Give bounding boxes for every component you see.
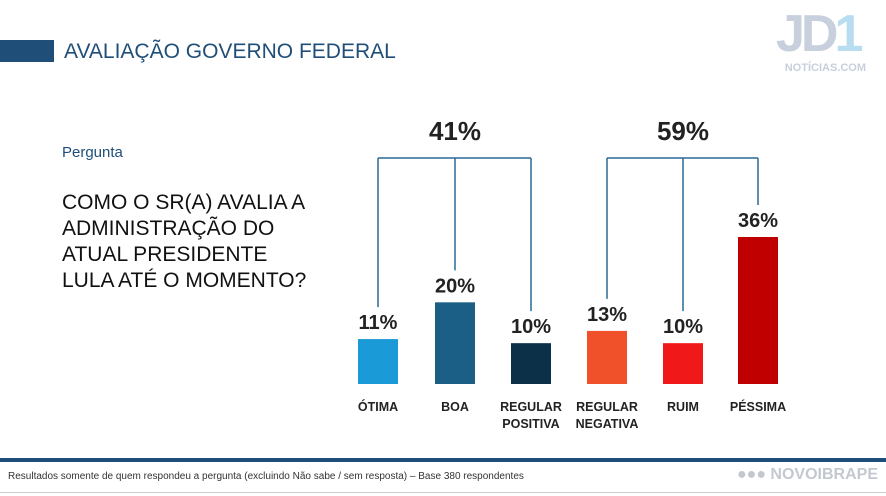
- category-label: ÓTIMA: [358, 399, 398, 414]
- bar: [663, 343, 703, 384]
- group-total-label: 41%: [429, 116, 481, 146]
- footer-note: Resultados somente de quem respondeu a p…: [8, 471, 524, 482]
- category-label: REGULAR: [500, 400, 562, 414]
- data-label: 10%: [511, 316, 551, 338]
- footer-bottom-line: [0, 492, 886, 493]
- bar-chart: 11% ÓTIMA 20% BOA 10% REGULAR POSITIVA 13% REGUL…: [358, 116, 786, 431]
- question-text: COMO O SR(A) AVALIA A ADMINISTRAÇÃO DO A…: [62, 191, 307, 292]
- category-label: RUIM: [667, 400, 699, 414]
- category-label: PÉSSIMA: [730, 399, 786, 414]
- data-label: 13%: [587, 304, 627, 326]
- bar: [587, 330, 627, 384]
- data-label: 10%: [663, 316, 703, 338]
- question-label: Pergunta: [62, 144, 123, 161]
- category-label: POSITIVA: [502, 417, 559, 431]
- data-label: 20%: [435, 275, 475, 297]
- category-label: REGULAR: [576, 400, 638, 414]
- brand-logo: ●●● NOVOIBRAPE: [736, 466, 878, 483]
- group-total-label: 59%: [657, 116, 709, 146]
- header-accent-bar: [0, 40, 54, 62]
- category-label: BOA: [441, 400, 469, 414]
- page-title: AVALIAÇÃO GOVERNO FEDERAL: [64, 40, 396, 63]
- bar: [358, 339, 398, 384]
- bar: [435, 302, 475, 384]
- logo: JD1 NOTÍCIAS.COM: [776, 5, 866, 74]
- data-label: 36%: [738, 210, 778, 232]
- footer-divider: [0, 458, 886, 462]
- bar: [511, 343, 551, 384]
- category-label: NEGATIVA: [576, 417, 639, 431]
- data-label: 11%: [359, 312, 398, 334]
- bar: [738, 237, 778, 384]
